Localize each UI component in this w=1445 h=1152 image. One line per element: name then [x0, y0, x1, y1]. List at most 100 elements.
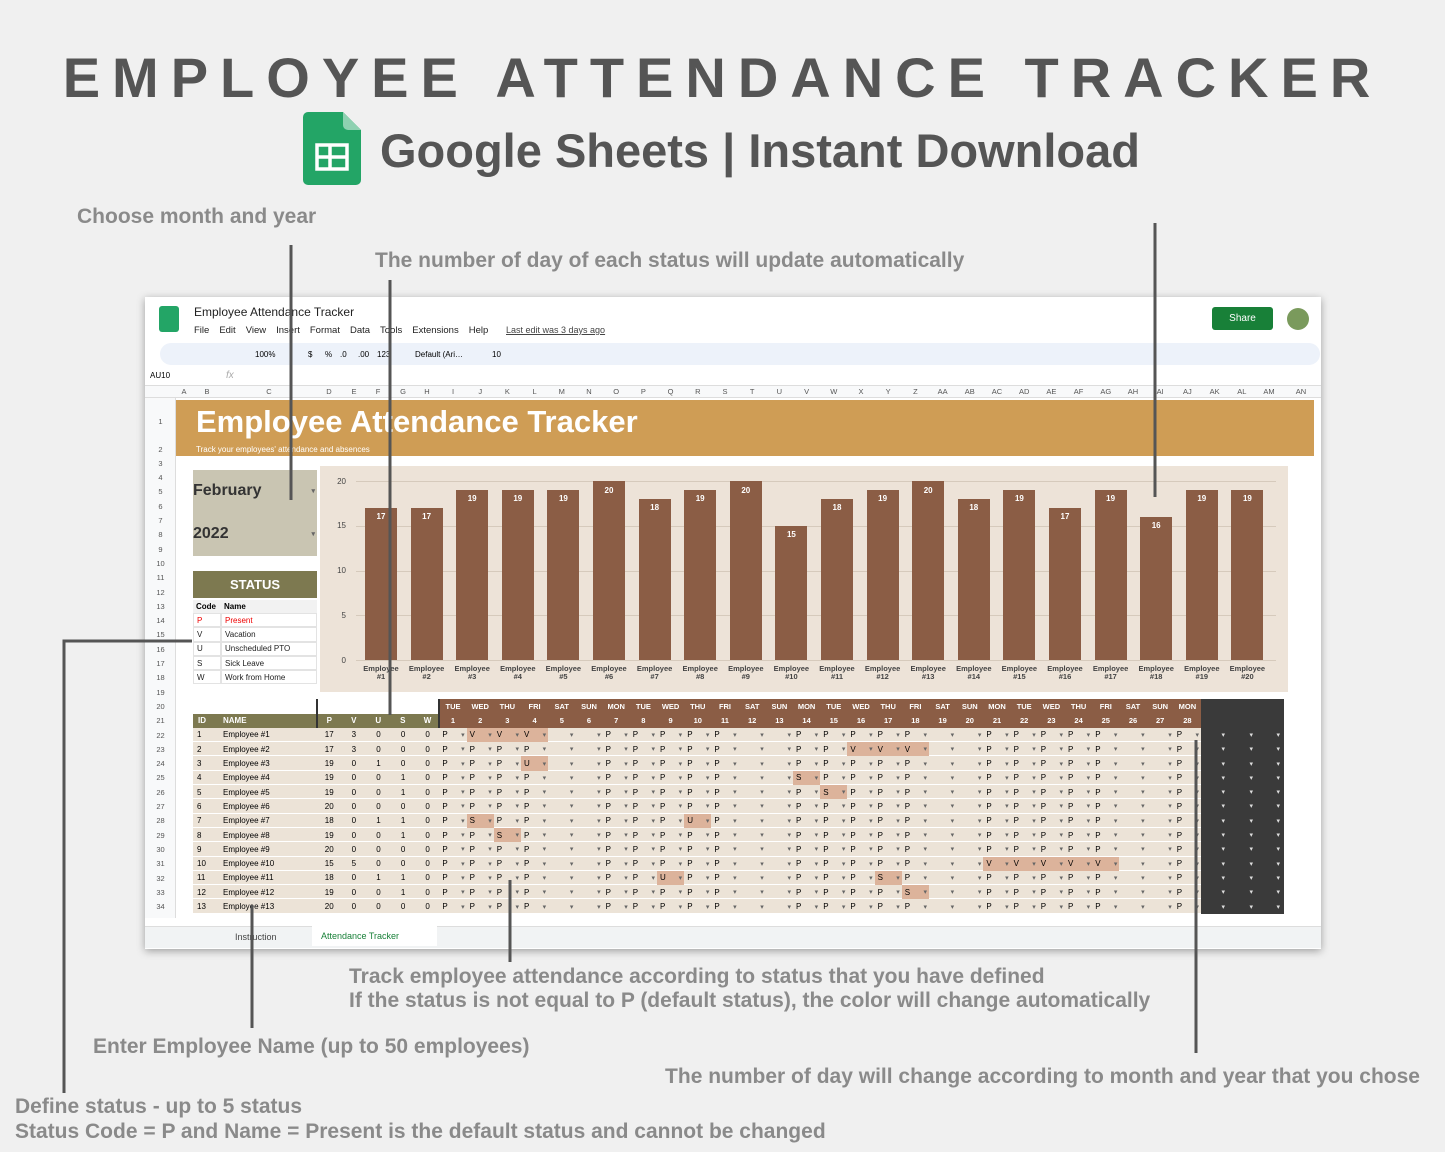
attendance-cell[interactable] — [575, 871, 602, 885]
attendance-cell[interactable]: P — [1065, 799, 1092, 813]
attendance-cell[interactable] — [1119, 728, 1146, 742]
attendance-cell[interactable]: P — [793, 871, 820, 885]
attendance-cell[interactable]: P — [521, 871, 548, 885]
attendance-cell[interactable] — [1147, 756, 1174, 770]
attendance-cell[interactable] — [1119, 756, 1146, 770]
attendance-cell[interactable]: P — [793, 828, 820, 842]
attendance-cell[interactable] — [956, 857, 983, 871]
attendance-cell[interactable] — [575, 799, 602, 813]
attendance-cell[interactable]: P — [603, 828, 630, 842]
attendance-cell[interactable]: P — [793, 728, 820, 742]
attendance-cell[interactable]: P — [630, 771, 657, 785]
attendance-cell[interactable]: P — [1038, 785, 1065, 799]
attendance-cell[interactable]: P — [983, 828, 1010, 842]
attendance-cell[interactable] — [1119, 828, 1146, 842]
attendance-cell[interactable]: P — [875, 771, 902, 785]
attendance-cell[interactable]: P — [983, 899, 1010, 913]
attendance-cell[interactable]: P — [902, 785, 929, 799]
attendance-cell[interactable]: P — [902, 857, 929, 871]
attendance-cell[interactable] — [929, 842, 956, 856]
attendance-cell[interactable]: P — [467, 742, 494, 756]
attendance-cell[interactable]: P — [657, 828, 684, 842]
attendance-cell[interactable]: P — [1065, 885, 1092, 899]
attendance-cell[interactable] — [1119, 771, 1146, 785]
attendance-cell[interactable] — [548, 742, 575, 756]
attendance-cell[interactable] — [1147, 728, 1174, 742]
attendance-cell[interactable] — [766, 828, 793, 842]
attendance-cell[interactable] — [1119, 871, 1146, 885]
attendance-cell[interactable]: P — [875, 842, 902, 856]
attendance-cell[interactable] — [575, 828, 602, 842]
attendance-cell[interactable]: P — [847, 756, 874, 770]
attendance-cell[interactable]: P — [603, 857, 630, 871]
attendance-cell[interactable]: P — [1038, 899, 1065, 913]
attendance-cell[interactable]: P — [1174, 871, 1201, 885]
attendance-cell[interactable] — [766, 871, 793, 885]
attendance-cell[interactable] — [548, 899, 575, 913]
attendance-cell[interactable] — [929, 785, 956, 799]
attendance-cell[interactable]: P — [875, 899, 902, 913]
attendance-cell[interactable]: P — [494, 799, 521, 813]
attendance-cell[interactable]: P — [1065, 842, 1092, 856]
attendance-cell[interactable] — [575, 885, 602, 899]
attendance-cell[interactable] — [548, 814, 575, 828]
attendance-cell[interactable]: P — [820, 885, 847, 899]
attendance-cell[interactable]: P — [630, 828, 657, 842]
attendance-cell[interactable] — [956, 871, 983, 885]
attendance-cell[interactable]: P — [439, 771, 466, 785]
attendance-cell[interactable]: P — [657, 799, 684, 813]
attendance-cell[interactable] — [766, 885, 793, 899]
attendance-cell[interactable] — [1119, 885, 1146, 899]
attendance-cell[interactable]: P — [793, 842, 820, 856]
attendance-cell[interactable] — [1119, 899, 1146, 913]
attendance-cell[interactable] — [548, 857, 575, 871]
attendance-cell[interactable]: P — [983, 814, 1010, 828]
attendance-cell[interactable] — [929, 828, 956, 842]
attendance-cell[interactable] — [739, 785, 766, 799]
attendance-cell[interactable]: P — [820, 842, 847, 856]
attendance-cell[interactable]: P — [1065, 828, 1092, 842]
attendance-cell[interactable]: P — [983, 785, 1010, 799]
attendance-cell[interactable]: P — [711, 728, 738, 742]
attendance-cell[interactable]: P — [847, 728, 874, 742]
attendance-cell[interactable] — [1119, 842, 1146, 856]
attendance-cell[interactable] — [739, 899, 766, 913]
attendance-cell[interactable] — [929, 885, 956, 899]
attendance-cell[interactable]: P — [820, 756, 847, 770]
attendance-cell[interactable]: P — [1174, 899, 1201, 913]
attendance-cell[interactable] — [956, 814, 983, 828]
attendance-cell[interactable]: P — [494, 899, 521, 913]
attendance-cell[interactable]: P — [684, 771, 711, 785]
attendance-cell[interactable]: P — [1174, 756, 1201, 770]
attendance-cell[interactable]: P — [1011, 899, 1038, 913]
attendance-cell[interactable]: P — [630, 742, 657, 756]
attendance-cell[interactable]: P — [439, 728, 466, 742]
attendance-cell[interactable]: P — [847, 899, 874, 913]
attendance-cell[interactable] — [1147, 742, 1174, 756]
attendance-cell[interactable] — [575, 785, 602, 799]
attendance-cell[interactable]: P — [1092, 828, 1119, 842]
attendance-cell[interactable]: P — [1092, 814, 1119, 828]
attendance-cell[interactable]: P — [1174, 771, 1201, 785]
attendance-cell[interactable] — [548, 756, 575, 770]
attendance-cell[interactable]: P — [684, 799, 711, 813]
attendance-cell[interactable]: P — [439, 785, 466, 799]
attendance-cell[interactable]: P — [684, 742, 711, 756]
attendance-cell[interactable] — [766, 756, 793, 770]
attendance-cell[interactable]: P — [521, 799, 548, 813]
attendance-cell[interactable]: P — [603, 842, 630, 856]
attendance-cell[interactable]: V — [901, 742, 929, 757]
attendance-cell[interactable]: P — [684, 871, 711, 885]
attendance-cell[interactable]: P — [684, 785, 711, 799]
attendance-cell[interactable] — [548, 771, 575, 785]
attendance-cell[interactable]: P — [521, 857, 548, 871]
attendance-cell[interactable]: S — [793, 770, 821, 786]
menu-item[interactable]: Edit — [219, 324, 236, 336]
attendance-cell[interactable] — [548, 728, 575, 742]
attendance-cell[interactable]: P — [902, 814, 929, 828]
attendance-cell[interactable] — [1147, 885, 1174, 899]
attendance-cell[interactable]: P — [494, 871, 521, 885]
attendance-cell[interactable]: P — [847, 885, 874, 899]
attendance-cell[interactable]: P — [1011, 871, 1038, 885]
attendance-cell[interactable]: P — [1065, 742, 1092, 756]
